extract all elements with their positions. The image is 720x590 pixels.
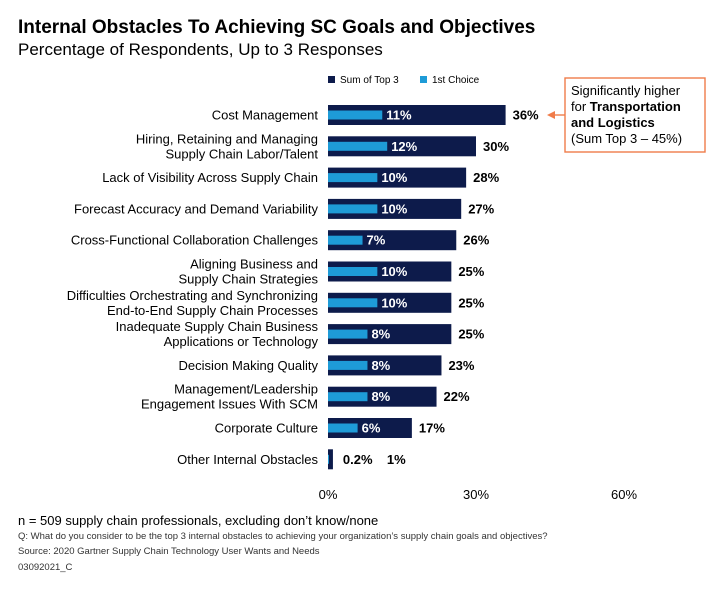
bar-sum-top-3 xyxy=(328,136,476,157)
data-label-1st-choice: 10% xyxy=(381,264,407,279)
data-label-sum-top-3: 36% xyxy=(513,108,539,123)
data-label-1st-choice: 10% xyxy=(381,170,407,185)
category-label: Difficulties Orchestrating and Synchroni… xyxy=(67,288,319,318)
legend-label-1st-choice: 1st Choice xyxy=(432,75,480,86)
source-note: Source: 2020 Gartner Supply Chain Techno… xyxy=(18,546,320,557)
bar-1st-choice xyxy=(328,110,383,120)
category-label: Hiring, Retaining and Managing Supply Cha… xyxy=(136,131,319,161)
data-label-sum-top-3: 26% xyxy=(463,233,489,248)
sample-note: n = 509 supply chain professionals, excl… xyxy=(18,513,378,528)
bar-sum-top-3 xyxy=(328,198,462,219)
bar-sum-top-3 xyxy=(328,418,412,438)
bar-1st-choice xyxy=(328,204,378,214)
bar-1st-choice xyxy=(328,141,388,151)
data-label-1st-choice: 7% xyxy=(367,233,386,248)
question-note: Q: What do you consider to be the top 3 … xyxy=(18,531,548,542)
bar-sum-top-3 xyxy=(328,386,437,407)
bar-sum-top-3 xyxy=(328,449,333,470)
data-label-1st-choice: 8% xyxy=(371,358,390,373)
data-label-1st-choice: 10% xyxy=(381,201,407,216)
data-label-sum-top-3: 25% xyxy=(458,264,484,279)
bar-1st-choice xyxy=(328,360,368,370)
data-label-sum-top-3: 25% xyxy=(458,327,484,342)
data-label-1st-choice: 11% xyxy=(386,108,412,123)
legend: Sum of Top 3 1st Choice xyxy=(328,75,480,86)
callout-box xyxy=(564,77,706,153)
data-label-sum-top-3: 28% xyxy=(473,170,499,185)
category-label: Corporate Culture xyxy=(215,421,318,436)
bars-group: Cost Management 11% 36% Hiring, Retaining a… xyxy=(67,105,539,470)
bar-sum-top-3 xyxy=(328,230,457,251)
callout-text-line: Significantly higher xyxy=(571,83,681,98)
data-label-sum-top-3: 22% xyxy=(444,389,470,404)
chart-subtitle: Percentage of Respondents, Up to 3 Respo… xyxy=(18,40,383,59)
data-label-1st-choice: 8% xyxy=(371,327,390,342)
bar-sum-top-3 xyxy=(328,261,452,282)
legend-swatch-sum-top-3 xyxy=(328,76,335,83)
category-label: Cross-Functional Collaboration Challenge… xyxy=(71,233,319,248)
data-label-sum-top-3: 27% xyxy=(468,201,494,216)
category-label: Forecast Accuracy and Demand Variability xyxy=(74,201,318,216)
x-tick-label: 60% xyxy=(611,487,637,502)
data-label-1st-choice: 12% xyxy=(391,139,417,154)
bar-1st-choice xyxy=(328,267,378,276)
data-label-sum-top-3: 1% xyxy=(387,452,406,467)
bar-sum-top-3 xyxy=(328,292,452,313)
category-label: Decision Making Quality xyxy=(179,358,319,373)
bar-1st-choice xyxy=(328,392,368,402)
callout-text-line: (Sum Top 3 – 45%) xyxy=(571,131,682,146)
bar-1st-choice xyxy=(328,235,363,245)
category-label: Management/Leadership Engagement Issues W… xyxy=(141,382,318,412)
category-label: Inadequate Supply Chain Business Applicat… xyxy=(116,319,319,349)
bar-sum-top-3 xyxy=(328,324,452,345)
data-label-1st-choice: 6% xyxy=(362,421,381,436)
x-tick-label: 30% xyxy=(463,487,489,502)
legend-label-sum-top-3: Sum of Top 3 xyxy=(340,75,399,86)
category-label: Other Internal Obstacles xyxy=(177,452,318,467)
callout-text-line: for Transportation xyxy=(571,99,681,114)
data-label-sum-top-3: 30% xyxy=(483,139,509,154)
category-label: Cost Management xyxy=(212,108,319,123)
bar-1st-choice xyxy=(328,454,329,464)
callout-arrow-head xyxy=(547,111,555,119)
bar-1st-choice xyxy=(328,298,378,308)
data-label-1st-choice: 0.2% xyxy=(343,452,373,467)
bar-1st-choice xyxy=(328,329,368,339)
legend-swatch-1st-choice xyxy=(420,76,427,83)
bar-1st-choice xyxy=(328,173,378,183)
category-label: Aligning Business and Supply Chain Strate… xyxy=(179,257,319,287)
x-tick-label: 0% xyxy=(319,487,338,502)
chart-title: Internal Obstacles To Achieving SC Goals… xyxy=(18,17,535,38)
code-note: 03092021_C xyxy=(18,562,73,573)
bar-sum-top-3 xyxy=(328,105,506,125)
x-axis: 0% 30% 60% xyxy=(319,487,638,502)
data-label-sum-top-3: 23% xyxy=(448,358,474,373)
data-label-1st-choice: 10% xyxy=(381,295,407,310)
callout-text-line: and Logistics xyxy=(571,115,655,130)
data-label-sum-top-3: 17% xyxy=(419,421,445,436)
bar-1st-choice xyxy=(328,423,358,433)
data-label-sum-top-3: 25% xyxy=(458,295,484,310)
data-label-1st-choice: 8% xyxy=(371,389,390,404)
bar-sum-top-3 xyxy=(328,167,467,188)
category-label: Lack of Visibility Across Supply Chain xyxy=(102,170,318,185)
bar-sum-top-3 xyxy=(328,355,442,376)
